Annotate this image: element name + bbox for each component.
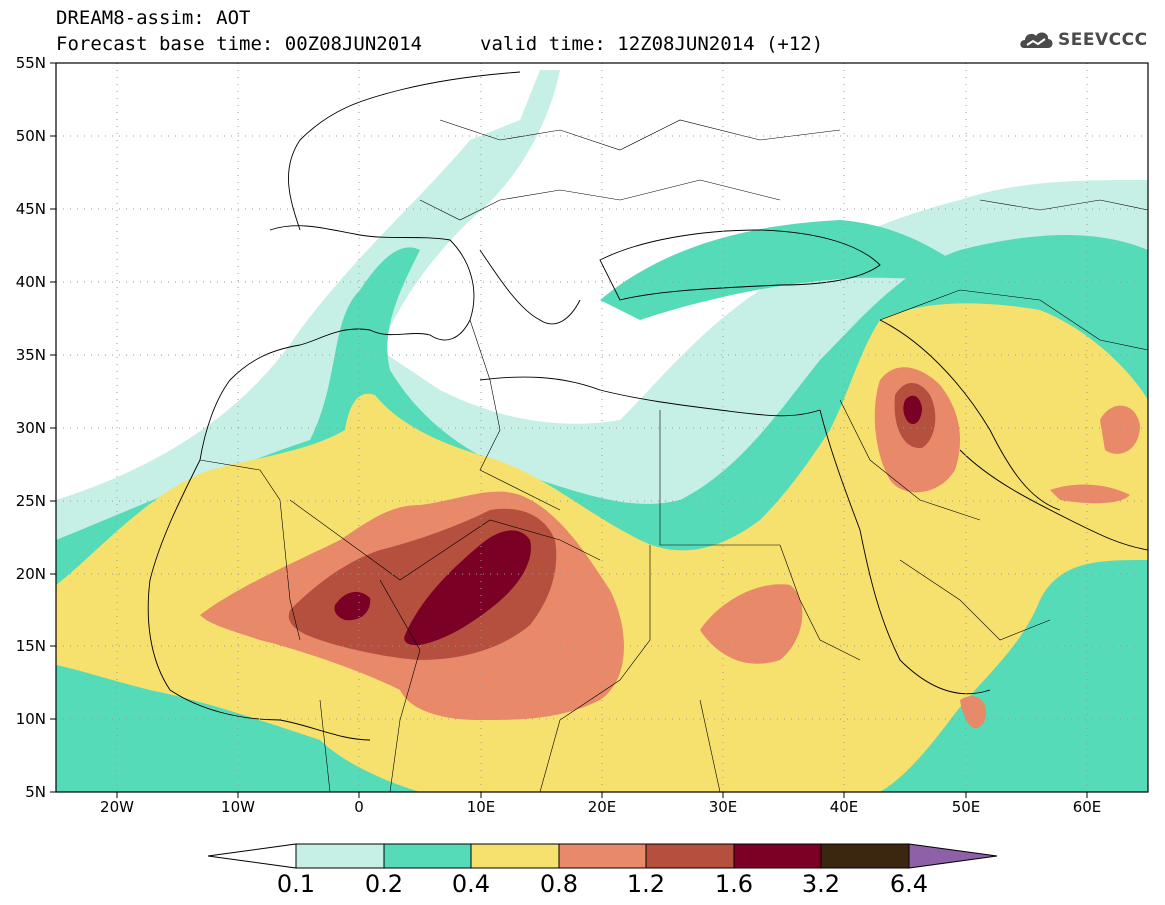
lat-label: 20N [15,565,46,583]
logo-text: SEEVCCC [1058,30,1148,50]
axis-ticks [50,62,1088,798]
lon-label: 40E [829,798,859,816]
lon-label: 10E [466,798,496,816]
lat-label: 35N [15,346,46,364]
colorbar-under-arrow [207,843,297,869]
lon-label: 50E [951,798,981,816]
colorbar-label: 6.4 [889,870,929,898]
colorbar-label: 0.1 [276,870,316,898]
colorbar-label: 0.8 [539,870,579,898]
lat-label: 45N [15,200,46,218]
graticule [56,63,1148,792]
lat-label: 25N [15,492,46,510]
lat-label: 50N [15,127,46,145]
aot-band-1.6-3.2 [334,395,922,646]
seevccc-logo: SEEVCCC [1018,26,1158,54]
colorbar-label: 0.4 [451,870,491,898]
aot-band-0.4-0.8 [56,303,1148,792]
colorbar-bin [733,843,822,869]
colorbar-bin [558,843,647,869]
forecast-base-time: Forecast base time: 00Z08JUN2014 [56,33,423,55]
lat-label: 5N [25,783,46,801]
lon-label: 60E [1072,798,1102,816]
colorbar-bin [820,843,910,869]
colorbar-label: 3.2 [801,870,841,898]
lat-label: 55N [15,54,46,72]
lat-label: 40N [15,273,46,291]
map-title: DREAM8-assim: AOT [56,7,251,29]
colorbar-bin [383,843,472,869]
lon-label: 20W [100,798,134,816]
country-borders [199,119,1148,792]
lon-label: 30E [708,798,738,816]
lat-label: 30N [15,419,46,437]
lon-label: 20E [587,798,617,816]
colorbar-label: 1.6 [714,870,754,898]
valid-time: valid time: 12Z08JUN2014 (+12) [480,33,824,55]
coastlines [147,71,1148,741]
lon-label: 0 [354,798,364,816]
colorbar-bin [645,843,735,869]
cloud-icon [1020,32,1053,48]
colorbar-bin [295,843,385,869]
colorbar-over-arrow [908,843,998,869]
lon-label: 10W [221,798,255,816]
lat-label: 15N [15,637,46,655]
colorbar [207,843,998,869]
lat-label: 10N [15,710,46,728]
colorbar-label: 1.2 [626,870,666,898]
colorbar-bin [470,843,560,869]
colorbar-label: 0.2 [364,870,404,898]
